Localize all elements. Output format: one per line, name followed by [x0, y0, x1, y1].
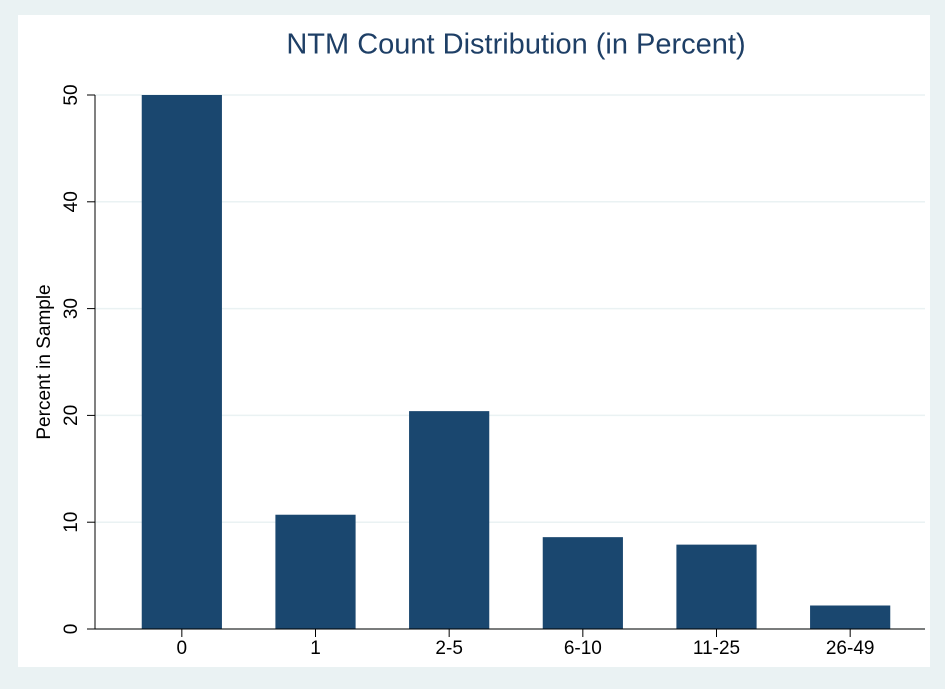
x-tick-label: 0	[177, 638, 188, 659]
y-tick-label: 0	[61, 624, 82, 635]
bar	[676, 544, 757, 629]
bar	[542, 537, 623, 629]
bar	[275, 514, 356, 629]
y-tick-label: 40	[61, 191, 82, 212]
y-tick-label: 10	[61, 512, 82, 533]
chart-title: NTM Count Distribution (in Percent)	[286, 29, 745, 61]
bar	[409, 411, 490, 629]
bar	[141, 95, 222, 629]
x-tick-label: 11-25	[693, 638, 740, 659]
x-tick-label: 26-49	[826, 638, 875, 659]
x-tick-label: 1	[310, 638, 321, 659]
y-tick-label: 50	[61, 84, 82, 105]
y-tick-label: 30	[61, 298, 82, 319]
x-tick-label: 2-5	[435, 638, 462, 659]
x-tick-label: 6-10	[564, 638, 602, 659]
y-axis-label: Percent in Sample	[34, 284, 55, 439]
bar	[810, 605, 891, 629]
y-tick-label: 20	[61, 405, 82, 426]
